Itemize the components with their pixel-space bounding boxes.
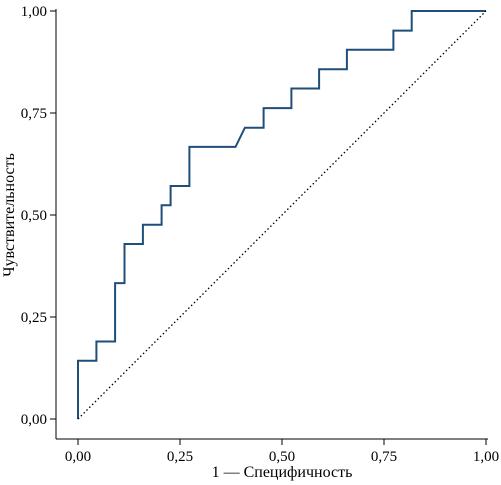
y-tick-label: 0,50 bbox=[21, 208, 47, 224]
x-axis-title: 1 — Специфичность bbox=[212, 464, 353, 481]
x-tick-label: 0,00 bbox=[65, 449, 91, 465]
y-tick-label: 0,00 bbox=[21, 412, 47, 428]
y-tick-label: 0,75 bbox=[21, 106, 47, 122]
y-axis-title: Чувствительность bbox=[1, 153, 18, 277]
roc-curve-line bbox=[77, 10, 486, 419]
reference-diagonal-line bbox=[77, 10, 487, 420]
y-tick-label: 1,00 bbox=[21, 4, 47, 20]
x-tick-label: 0,75 bbox=[371, 449, 397, 465]
x-tick-label: 0,25 bbox=[167, 449, 193, 465]
tick-labels: 0,00 0,25 0,50 0,75 1,00 0,00 0,25 0,50 0,75 1,00 bbox=[21, 4, 499, 465]
x-tick-label: 1,00 bbox=[473, 449, 499, 465]
y-tick-label: 0,25 bbox=[21, 310, 47, 326]
series-layer bbox=[77, 10, 487, 420]
x-tick-label: 0,50 bbox=[269, 449, 295, 465]
axes bbox=[50, 9, 488, 445]
